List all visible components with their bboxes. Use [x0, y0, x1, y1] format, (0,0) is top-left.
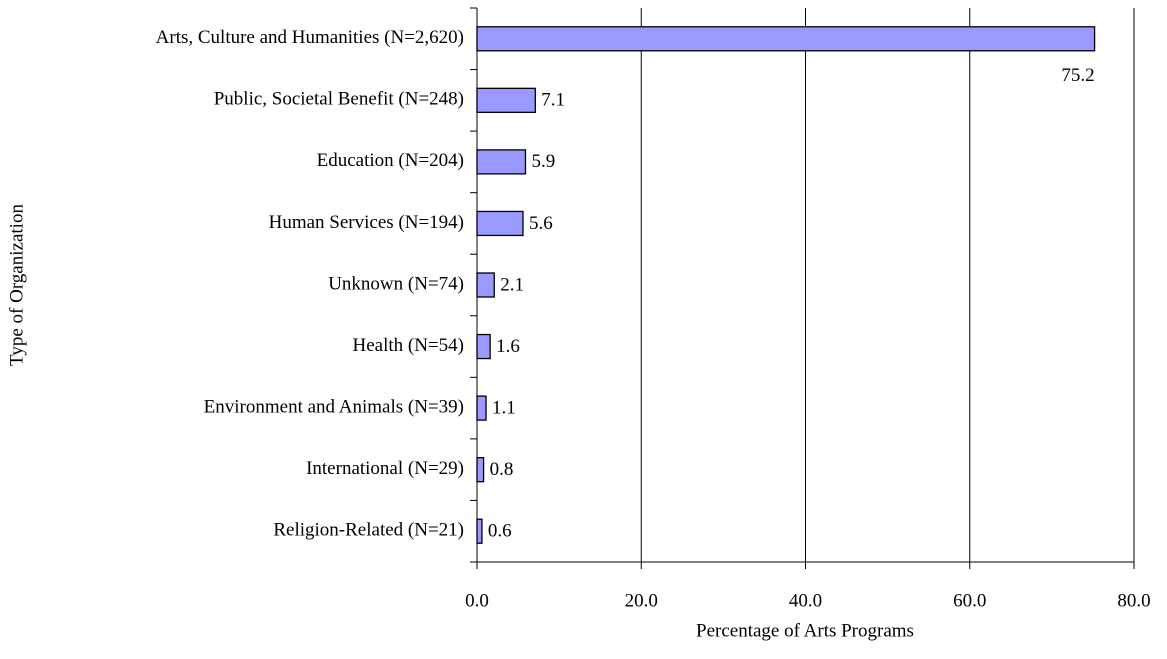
y-tick-label: Unknown (N=74): [328, 273, 464, 294]
x-tick-label: 0.0: [465, 590, 489, 611]
bar: [476, 457, 485, 483]
bar: [476, 272, 495, 298]
y-tick-label: Education (N=204): [317, 150, 464, 171]
y-tick-label: Religion-Related (N=21): [273, 520, 464, 541]
bar: [476, 518, 483, 544]
y-tick-label: International (N=29): [306, 458, 464, 479]
y-tick-label: Human Services (N=194): [269, 212, 464, 233]
bar: [476, 87, 536, 113]
x-tick-label: 20.0: [625, 590, 658, 611]
x-axis-title: Percentage of Arts Programs: [696, 620, 914, 641]
y-tick-label: Arts, Culture and Humanities (N=2,620): [156, 27, 464, 48]
y-tick-label: Public, Societal Benefit (N=248): [214, 89, 464, 110]
data-label: 1.6: [496, 336, 520, 357]
y-tick-label: Environment and Animals (N=39): [204, 396, 464, 417]
x-tick-label: 80.0: [1117, 590, 1150, 611]
bar: [476, 333, 491, 360]
y-axis-title: Type of Organization: [6, 204, 27, 366]
data-label: 0.8: [490, 459, 514, 480]
x-tick-label: 40.0: [789, 590, 822, 611]
y-tick-label: Health (N=54): [353, 335, 465, 356]
data-label: 7.1: [541, 90, 565, 111]
bar: [476, 26, 1096, 52]
data-label: 5.6: [529, 213, 553, 234]
data-label: 75.2: [1061, 65, 1094, 86]
bar: [476, 395, 487, 421]
data-label: 2.1: [500, 274, 524, 295]
bar: [476, 149, 527, 175]
data-label: 1.1: [492, 397, 516, 418]
data-label: 0.6: [488, 521, 512, 542]
data-label: 5.9: [531, 151, 555, 172]
x-tick-label: 60.0: [953, 590, 986, 611]
bar: [476, 210, 524, 237]
